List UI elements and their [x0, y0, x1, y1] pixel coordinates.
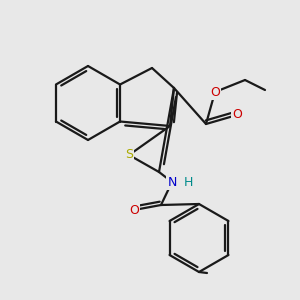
Text: O: O [232, 109, 242, 122]
Text: O: O [210, 85, 220, 98]
Text: H: H [183, 176, 193, 188]
Text: N: N [167, 176, 177, 188]
Text: S: S [125, 148, 133, 161]
Text: O: O [129, 203, 139, 217]
